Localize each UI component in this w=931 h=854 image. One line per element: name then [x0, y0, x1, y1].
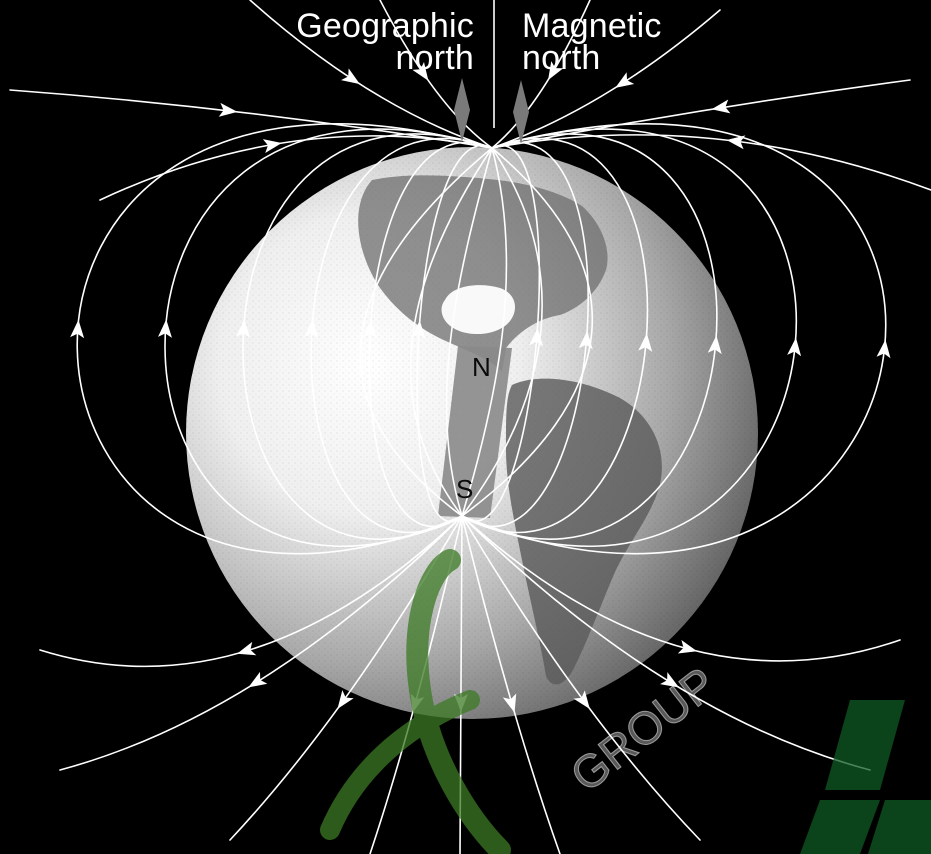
field-line	[416, 144, 493, 522]
arrowhead-icon	[660, 672, 680, 688]
arrowhead-icon	[412, 61, 429, 81]
arrowhead-icon	[502, 693, 517, 713]
north-america-shape	[358, 175, 608, 372]
arrowhead-icon	[548, 61, 564, 81]
field-line	[379, 0, 493, 149]
field-line-inner	[461, 147, 543, 517]
magnetic-north-label-line2: north	[522, 39, 601, 77]
magnet-south-pole-label: S	[456, 474, 474, 504]
arrowhead-icon	[578, 330, 593, 350]
magnetic-north-pointer	[513, 80, 529, 144]
field-line-inner	[461, 147, 594, 517]
arrowhead-icon	[707, 335, 722, 355]
field-line	[39, 515, 463, 668]
field-line-inner	[461, 147, 508, 517]
arrowhead-icon	[711, 99, 731, 114]
field-line	[76, 123, 493, 555]
geographic-north-label-line1: Geographic	[296, 7, 474, 45]
arrowhead-icon	[876, 339, 891, 359]
arrowhead-icon	[218, 102, 238, 117]
field-line	[491, 134, 931, 191]
field-line	[99, 135, 493, 201]
field-line	[59, 515, 463, 771]
arrowhead-icon	[304, 319, 319, 338]
arrowhead-icon	[787, 337, 802, 357]
arrowhead-icon	[236, 319, 251, 338]
publisher-watermark	[320, 549, 931, 854]
watermark-logo-stroke-2	[320, 690, 480, 840]
field-line-inner	[359, 147, 493, 517]
field-line	[310, 137, 493, 534]
south-america-shape	[505, 378, 662, 685]
field-line-inner	[445, 147, 493, 517]
arrowhead-icon	[529, 327, 544, 347]
magnet-north-pole-label: N	[472, 352, 491, 382]
field-line	[242, 133, 493, 540]
arrowhead-icon	[573, 690, 590, 709]
arrowhead-icon	[638, 333, 653, 352]
arrowhead-icon	[615, 72, 635, 88]
field-line	[491, 79, 911, 149]
arrowhead-icon	[262, 139, 282, 153]
field-arrows	[70, 61, 891, 713]
field-line	[9, 89, 493, 149]
geographic-north-label-line2: north	[395, 39, 474, 77]
watermark-block-logo	[800, 700, 931, 854]
arrowhead-icon	[726, 135, 746, 150]
field-line	[461, 515, 871, 771]
arrowhead-icon	[248, 671, 268, 688]
arrowhead-icon	[677, 639, 698, 654]
field-line-inner	[409, 147, 493, 517]
field-line	[461, 515, 901, 662]
field-line	[368, 141, 493, 527]
field-line	[491, 0, 591, 149]
arrowhead-icon	[362, 319, 377, 339]
magnetic-north-label-line1: Magnetic	[522, 7, 662, 45]
arrowhead-icon	[158, 319, 172, 338]
field-line	[164, 128, 493, 547]
arrowhead-icon	[70, 319, 85, 339]
polar-ice-shape	[441, 285, 516, 335]
geographic-north-pointer	[454, 78, 470, 142]
field-line	[461, 515, 701, 841]
arrowhead-icon	[340, 68, 360, 85]
watermark-logo-stroke	[406, 549, 511, 854]
arrowhead-icon	[237, 641, 257, 656]
arrowhead-icon	[337, 690, 354, 709]
arrowhead-icon	[411, 320, 426, 339]
